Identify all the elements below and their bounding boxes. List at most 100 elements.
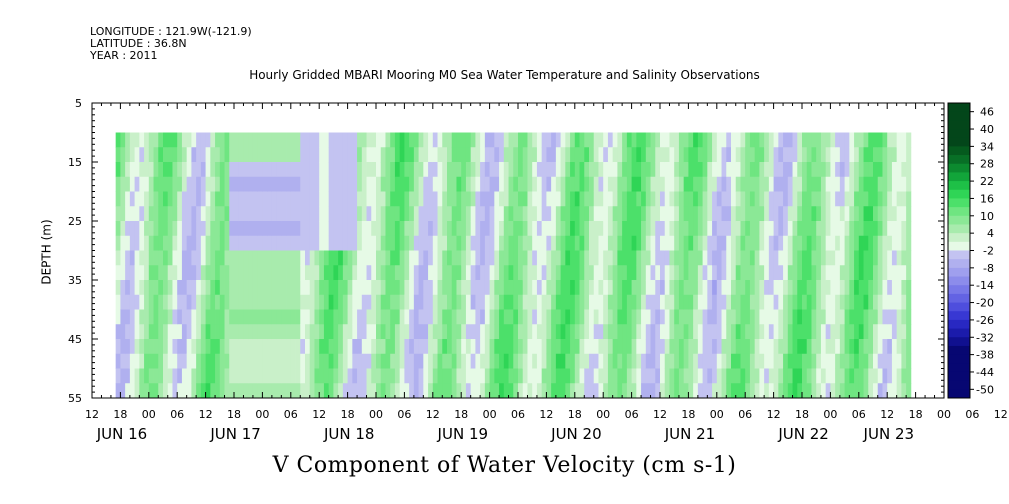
heatmap-cell (868, 353, 874, 369)
heatmap-cell (551, 191, 557, 207)
heatmap-cell (148, 383, 154, 399)
heatmap-cell (593, 147, 599, 163)
heatmap-cell (276, 294, 282, 310)
heatmap-cell (678, 191, 685, 207)
heatmap-cell (366, 176, 372, 192)
heatmap-cell (825, 147, 831, 163)
heatmap-cell (394, 294, 401, 310)
heatmap-cell (300, 235, 306, 251)
heatmap-cell (295, 162, 301, 178)
heatmap-cell (593, 206, 599, 222)
heatmap-cell (314, 206, 320, 222)
heatmap-cell (399, 383, 405, 399)
heatmap-cell (546, 132, 552, 148)
heatmap-cell (172, 294, 178, 310)
heatmap-cell (882, 250, 888, 266)
heatmap-cell (243, 368, 249, 384)
heatmap-cell (309, 324, 315, 340)
heatmap-cell (636, 191, 642, 207)
heatmap-cell (622, 294, 628, 310)
heatmap-cell (887, 265, 893, 281)
heatmap-cell (735, 235, 741, 251)
heatmap-cell (536, 250, 543, 266)
heatmap-cell (219, 324, 225, 340)
heatmap-cell (461, 162, 467, 178)
heatmap-cell (707, 221, 713, 237)
heatmap-cell (196, 147, 202, 163)
heatmap-cell (759, 280, 765, 296)
heatmap-cell (584, 191, 590, 207)
heatmap-cell (565, 162, 571, 178)
heatmap-cell (660, 339, 666, 355)
heatmap-cell (163, 206, 169, 222)
heatmap-cell (636, 339, 642, 355)
heatmap-cell (863, 206, 869, 222)
heatmap-cell (385, 339, 391, 355)
heatmap-cell (802, 294, 808, 310)
heatmap-cell (144, 339, 150, 355)
heatmap-cell (546, 206, 552, 222)
heatmap-cell (655, 309, 661, 325)
heatmap-cell (125, 250, 131, 266)
heatmap-cell (806, 162, 812, 178)
heatmap-cell (361, 309, 367, 325)
heatmap-cell (437, 132, 443, 148)
heatmap-cell (783, 353, 789, 369)
heatmap-cell (768, 250, 774, 266)
heatmap-cell (641, 280, 647, 296)
heatmap-cell (333, 235, 339, 251)
heatmap-cell (423, 176, 429, 192)
heatmap-cell (555, 147, 561, 163)
heatmap-cell (484, 221, 490, 237)
heatmap-cell (773, 265, 779, 281)
heatmap-cell (456, 235, 462, 251)
heatmap-cell (210, 250, 216, 266)
heatmap-cell (129, 250, 135, 266)
heatmap-cell (172, 309, 178, 325)
heatmap-cell (333, 250, 339, 266)
heatmap-cell (896, 383, 902, 399)
heatmap-cell (835, 294, 841, 310)
heatmap-cell (267, 206, 273, 222)
heatmap-cell (409, 294, 415, 310)
heatmap-cell (697, 309, 703, 325)
heatmap-cell (825, 221, 831, 237)
heatmap-cell (158, 353, 164, 369)
heatmap-cell (153, 132, 159, 148)
heatmap-cell (163, 132, 169, 148)
heatmap-cell (314, 324, 320, 340)
heatmap-cell (787, 250, 793, 266)
heatmap-cell (451, 162, 457, 178)
heatmap-cell (693, 294, 699, 310)
heatmap-cell (276, 221, 282, 237)
heatmap-cell (617, 265, 623, 281)
heatmap-cell (660, 235, 666, 251)
heatmap-cell (522, 294, 528, 310)
heatmap-cell (181, 250, 188, 266)
heatmap-cell (181, 309, 188, 325)
heatmap-cell (839, 235, 845, 251)
heatmap-cell (300, 280, 306, 296)
heatmap-cell (792, 250, 798, 266)
heatmap-cell (461, 132, 467, 148)
heatmap-cell (181, 147, 188, 163)
heatmap-cell (641, 221, 647, 237)
heatmap-cell (219, 162, 225, 178)
heatmap-cell (702, 147, 708, 163)
heatmap-cell (868, 324, 874, 340)
heatmap-cell (678, 324, 685, 340)
heatmap-cell (697, 147, 703, 163)
heatmap-cell (347, 368, 353, 384)
heatmap-cell (811, 353, 817, 369)
heatmap-cell (551, 265, 557, 281)
heatmap-cell (712, 353, 718, 369)
heatmap-cell (721, 294, 727, 310)
heatmap-cell (891, 176, 898, 192)
heatmap-cell (835, 309, 841, 325)
heatmap-cell (409, 265, 415, 281)
heatmap-cell (451, 206, 457, 222)
heatmap-cell (636, 206, 642, 222)
heatmap-cell (366, 265, 372, 281)
heatmap-cell (555, 368, 561, 384)
heatmap-cell (830, 309, 836, 325)
